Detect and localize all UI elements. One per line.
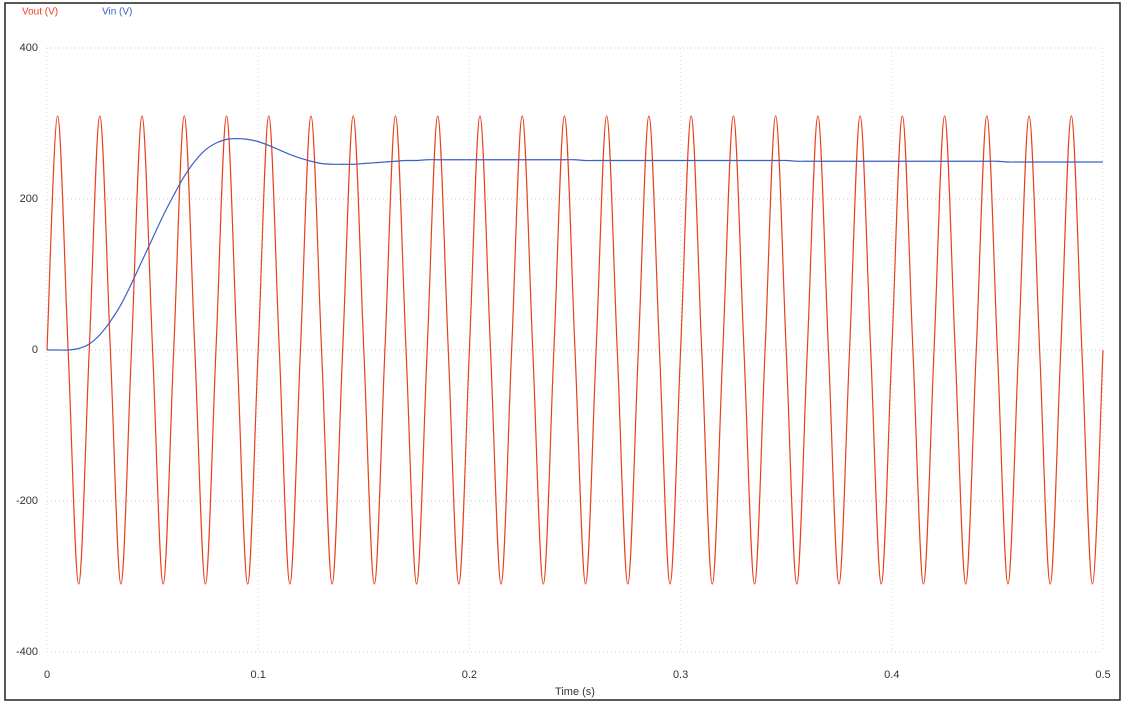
x-tick-label: 0.1	[251, 669, 266, 681]
chart: Time (s) -400 -200 0 200 400 0 0.1 0.2 0.3 0.4 0.5…	[0, 0, 1127, 706]
x-tick-label: 0	[44, 669, 50, 681]
y-tick-label: -200	[16, 495, 38, 507]
y-tick-label: 200	[20, 193, 38, 205]
y-tick-label: 0	[32, 344, 38, 356]
frame	[5, 3, 1120, 700]
legend-entry: Vout (V)	[22, 7, 58, 18]
y-tick-label: -400	[16, 646, 38, 658]
x-tick-label: 0.2	[462, 669, 477, 681]
legend-entry: Vin (V)	[102, 7, 132, 18]
x-tick-label: 0.3	[673, 669, 688, 681]
x-tick-label: 0.4	[884, 669, 899, 681]
x-tick-label: 0.5	[1095, 669, 1110, 681]
x-axis-label: Time (s)	[555, 686, 595, 698]
y-tick-label: 400	[20, 42, 38, 54]
